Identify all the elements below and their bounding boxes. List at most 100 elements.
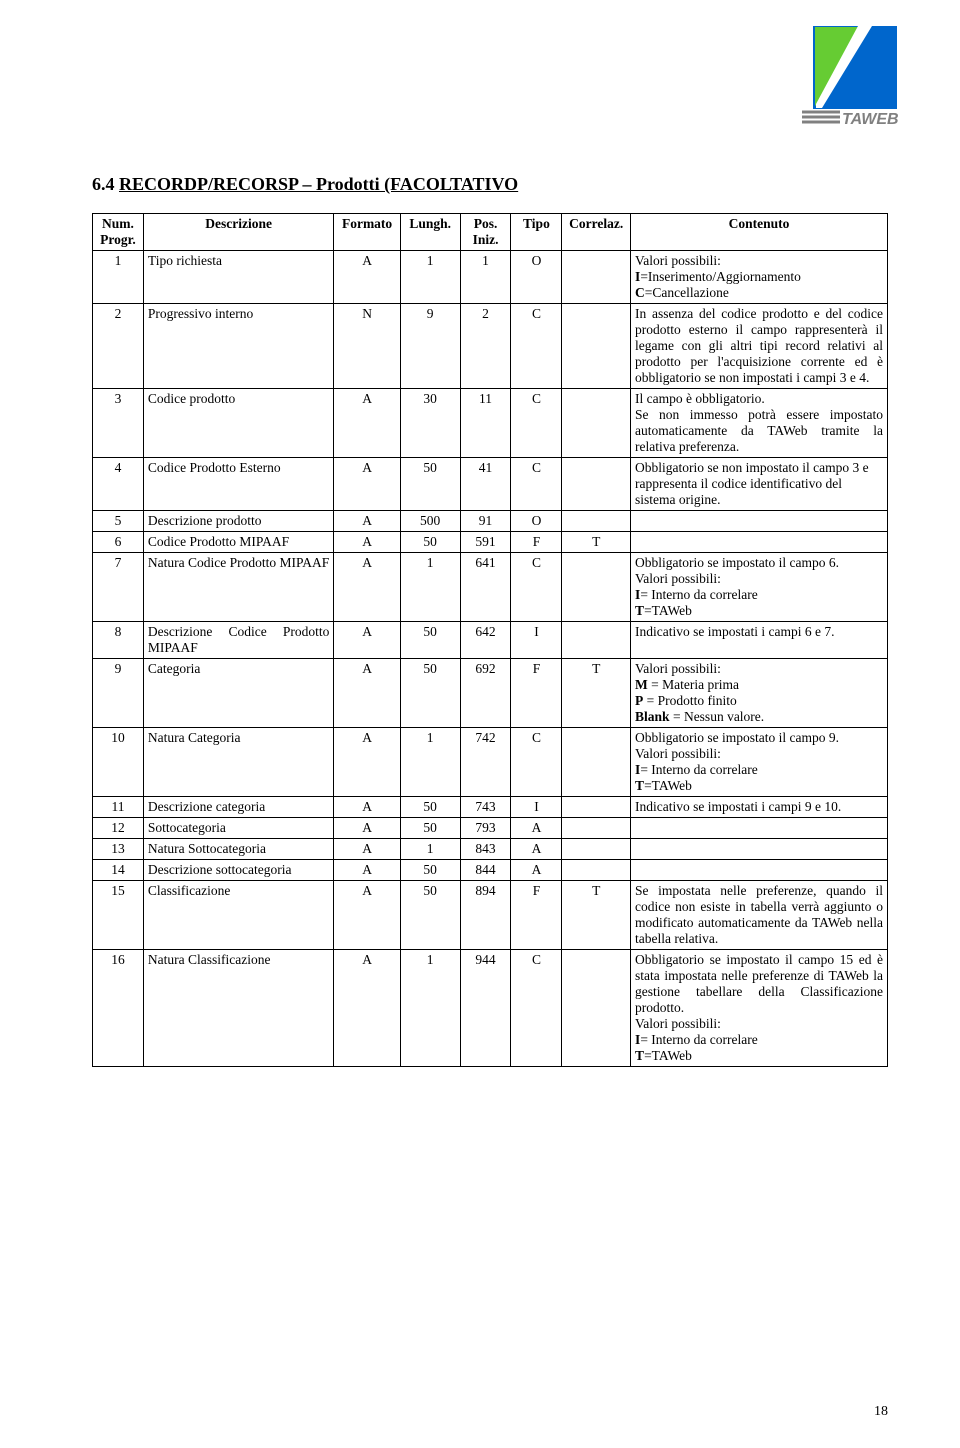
cell-length: 1: [400, 728, 460, 797]
cell-corr: [562, 553, 631, 622]
table-row: 10Natura CategoriaA1742CObbligatorio se …: [93, 728, 888, 797]
table-row: 6Codice Prodotto MIPAAFA50591FT: [93, 532, 888, 553]
record-spec-table: Num. Progr. Descrizione Formato Lungh. P…: [92, 213, 888, 1067]
cell-pos: 844: [460, 860, 511, 881]
cell-content: [631, 532, 888, 553]
cell-tipo: A: [511, 839, 562, 860]
cell-tipo: O: [511, 511, 562, 532]
cell-num: 7: [93, 553, 144, 622]
table-row: 15ClassificazioneA50894FTSe impostata ne…: [93, 881, 888, 950]
table-row: 8Descrizione Codice Prodotto MIPAAFA5064…: [93, 622, 888, 659]
cell-num: 2: [93, 304, 144, 389]
cell-num: 9: [93, 659, 144, 728]
cell-corr: [562, 622, 631, 659]
cell-num: 8: [93, 622, 144, 659]
cell-content: Obbligatorio se impostato il campo 15 ed…: [631, 950, 888, 1067]
cell-num: 16: [93, 950, 144, 1067]
cell-format: A: [334, 950, 400, 1067]
cell-pos: 692: [460, 659, 511, 728]
cell-length: 50: [400, 818, 460, 839]
cell-num: 14: [93, 860, 144, 881]
cell-num: 4: [93, 458, 144, 511]
cell-desc: Descrizione categoria: [143, 797, 333, 818]
cell-pos: 743: [460, 797, 511, 818]
cell-length: 9: [400, 304, 460, 389]
cell-corr: [562, 797, 631, 818]
cell-corr: [562, 511, 631, 532]
cell-content: Obbligatorio se impostato il campo 6.Val…: [631, 553, 888, 622]
cell-tipo: C: [511, 389, 562, 458]
table-row: 3Codice prodottoA3011CIl campo è obbliga…: [93, 389, 888, 458]
col-header-length: Lungh.: [400, 214, 460, 251]
cell-tipo: O: [511, 251, 562, 304]
cell-tipo: C: [511, 950, 562, 1067]
cell-format: A: [334, 622, 400, 659]
cell-format: A: [334, 553, 400, 622]
cell-corr: [562, 728, 631, 797]
cell-length: 50: [400, 797, 460, 818]
col-header-tipo: Tipo: [511, 214, 562, 251]
cell-format: A: [334, 860, 400, 881]
cell-format: A: [334, 818, 400, 839]
cell-desc: Sottocategoria: [143, 818, 333, 839]
cell-desc: Codice Prodotto MIPAAF: [143, 532, 333, 553]
cell-corr: [562, 818, 631, 839]
cell-pos: 944: [460, 950, 511, 1067]
table-row: 1Tipo richiestaA11OValori possibili:I=In…: [93, 251, 888, 304]
cell-pos: 843: [460, 839, 511, 860]
cell-num: 11: [93, 797, 144, 818]
cell-content: Il campo è obbligatorio.Se non immesso p…: [631, 389, 888, 458]
cell-length: 1: [400, 553, 460, 622]
cell-content: Se impostata nelle preferenze, quando il…: [631, 881, 888, 950]
cell-format: A: [334, 389, 400, 458]
table-row: 5Descrizione prodottoA50091O: [93, 511, 888, 532]
page-number: 18: [874, 1404, 888, 1420]
cell-num: 3: [93, 389, 144, 458]
table-row: 13Natura SottocategoriaA1843A: [93, 839, 888, 860]
cell-length: 50: [400, 622, 460, 659]
cell-pos: 793: [460, 818, 511, 839]
cell-format: A: [334, 881, 400, 950]
cell-length: 50: [400, 860, 460, 881]
cell-content: [631, 839, 888, 860]
cell-length: 50: [400, 532, 460, 553]
col-header-format: Formato: [334, 214, 400, 251]
cell-length: 1: [400, 251, 460, 304]
cell-content: Obbligatorio se non impostato il campo 3…: [631, 458, 888, 511]
cell-tipo: A: [511, 818, 562, 839]
cell-corr: [562, 389, 631, 458]
cell-corr: T: [562, 659, 631, 728]
cell-tipo: C: [511, 304, 562, 389]
cell-desc: Natura Categoria: [143, 728, 333, 797]
cell-tipo: F: [511, 881, 562, 950]
table-row: 11Descrizione categoriaA50743IIndicativo…: [93, 797, 888, 818]
cell-corr: T: [562, 532, 631, 553]
cell-length: 50: [400, 881, 460, 950]
cell-format: N: [334, 304, 400, 389]
cell-content: Valori possibili:M = Materia primaP = Pr…: [631, 659, 888, 728]
cell-content: [631, 511, 888, 532]
cell-pos: 641: [460, 553, 511, 622]
cell-corr: [562, 458, 631, 511]
table-row: 12SottocategoriaA50793A: [93, 818, 888, 839]
cell-format: A: [334, 797, 400, 818]
cell-pos: 742: [460, 728, 511, 797]
cell-desc: Codice Prodotto Esterno: [143, 458, 333, 511]
cell-tipo: A: [511, 860, 562, 881]
cell-format: A: [334, 511, 400, 532]
cell-pos: 1: [460, 251, 511, 304]
cell-pos: 591: [460, 532, 511, 553]
col-header-num: Num. Progr.: [93, 214, 144, 251]
cell-pos: 41: [460, 458, 511, 511]
cell-desc: Codice prodotto: [143, 389, 333, 458]
cell-length: 30: [400, 389, 460, 458]
table-row: 14Descrizione sottocategoriaA50844A: [93, 860, 888, 881]
cell-format: A: [334, 839, 400, 860]
col-header-desc: Descrizione: [143, 214, 333, 251]
cell-pos: 894: [460, 881, 511, 950]
cell-tipo: I: [511, 797, 562, 818]
col-header-cont: Contenuto: [631, 214, 888, 251]
cell-content: [631, 818, 888, 839]
cell-tipo: C: [511, 553, 562, 622]
cell-tipo: I: [511, 622, 562, 659]
